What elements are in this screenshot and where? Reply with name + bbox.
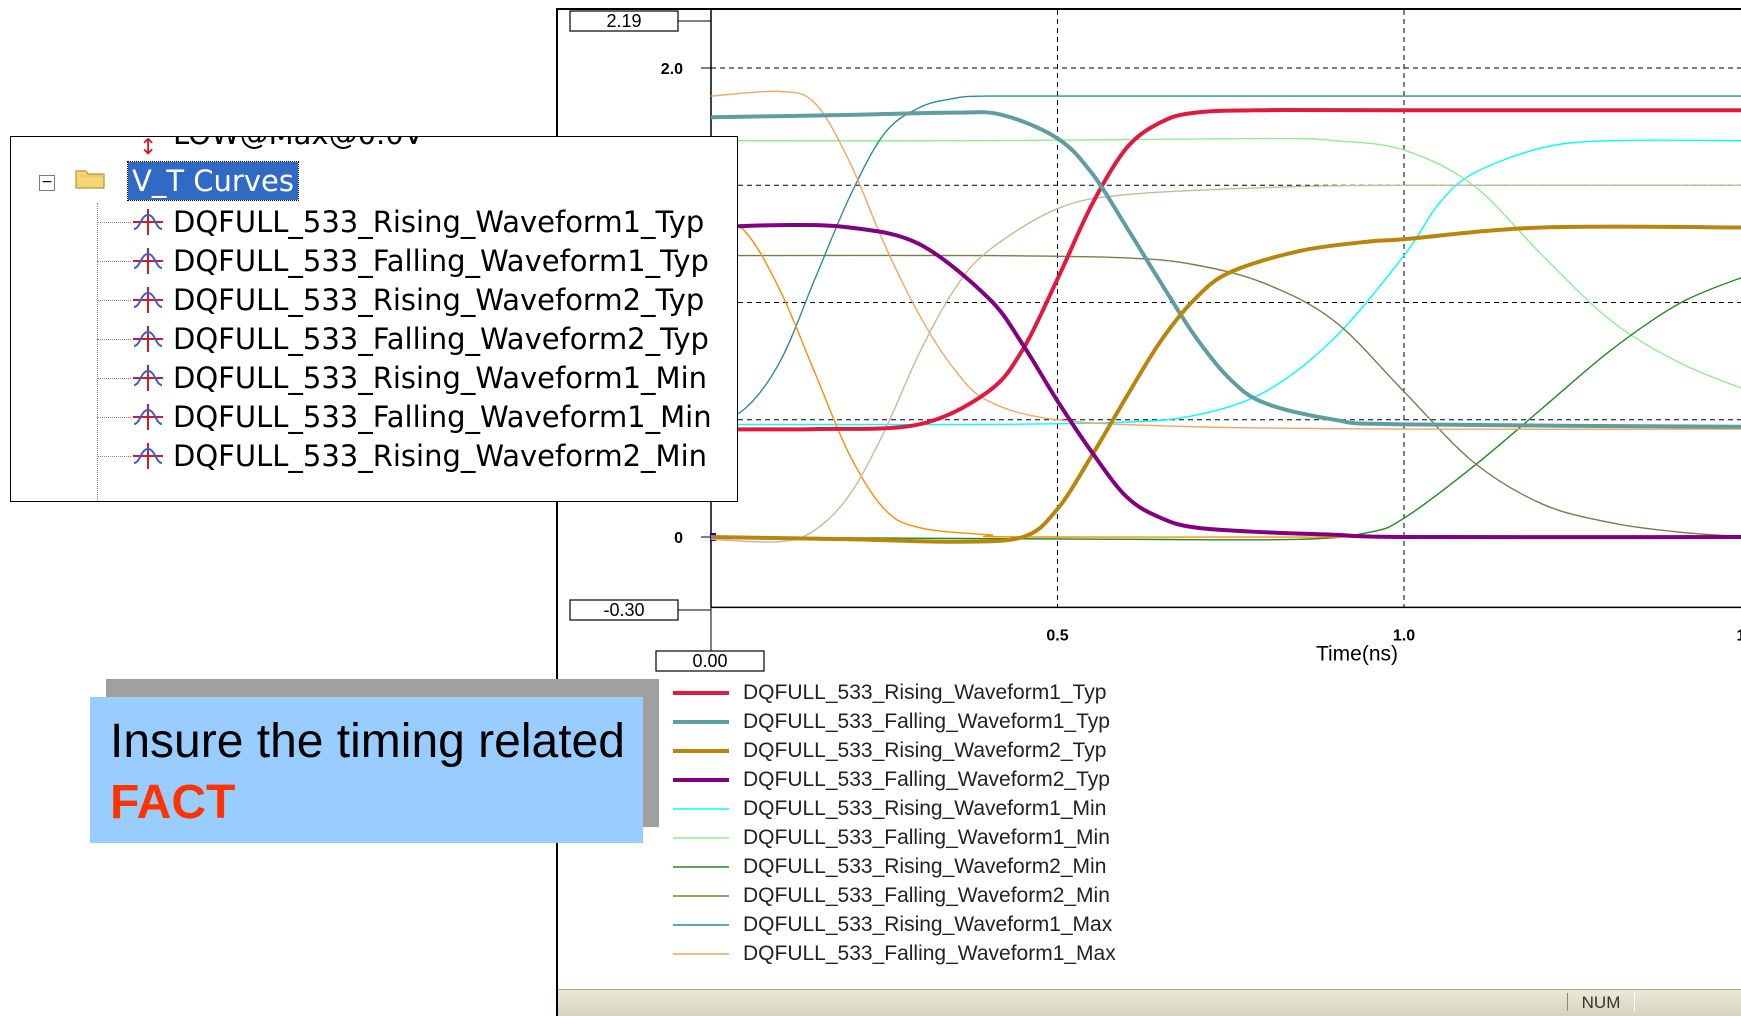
callout-text: Insure the timing related FACT <box>110 711 643 833</box>
tree-dots <box>97 300 131 301</box>
tree-item-label: DQFULL_533_Rising_Waveform1_Min <box>173 361 708 395</box>
folder-icon <box>75 170 105 189</box>
x-tick-label: 0.5 <box>1046 627 1068 644</box>
series-line-dqfull-533-falling-waveform2-typ <box>711 223 1741 540</box>
waveform-icon <box>133 287 163 313</box>
x-tick-label-cut: 1 <box>1737 627 1741 644</box>
waveform-plot-window: 0 2.0 0.5 1.0 1 2.19 -0.30 0.00 Time(ns) DQFULL_5… <box>556 8 1741 1016</box>
callout-box: Insure the timing related FACT <box>90 697 643 843</box>
collapse-toggle-icon[interactable]: − <box>39 175 55 191</box>
model-tree-panel: ↕ LOW@Max@0.0V − V_T Curves DQFULL_533_R… <box>10 136 738 502</box>
legend-label: DQFULL_533_Rising_Waveform1_Min <box>743 797 1106 820</box>
waveform-chart: 0 2.0 0.5 1.0 1 2.19 -0.30 0.00 Time(ns) DQFULL_5… <box>569 10 1741 965</box>
x-tick-label: 1.0 <box>1393 627 1415 644</box>
tree-folder-vt-curves[interactable]: V_T Curves <box>127 161 299 201</box>
tree-item-label: DQFULL_533_Falling_Waveform2_Typ <box>173 322 709 356</box>
tree-dots <box>97 222 131 223</box>
series-line-dqfull-533-falling-waveform1-typ <box>711 110 1741 429</box>
tree-item-label: DQFULL_533_Rising_Waveform2_Typ <box>173 283 705 317</box>
legend-label: DQFULL_533_Falling_Waveform1_Min <box>743 826 1110 849</box>
y-tick-label: 2.0 <box>661 61 683 78</box>
tree-dots <box>97 261 131 262</box>
legend-label: DQFULL_533_Rising_Waveform2_Min <box>743 855 1106 878</box>
y-tick-label: 0 <box>674 530 683 547</box>
series-line-dqfull-533-falling-waveform2-min <box>711 254 1741 538</box>
waveform-icon <box>133 404 163 430</box>
series-line-dqfull-533-rising-waveform2-min <box>711 277 1741 541</box>
series-line-dqfull-533-falling-waveform1-min <box>711 137 1741 389</box>
legend-label: DQFULL_533_Rising_Waveform2_Typ <box>743 739 1106 762</box>
legend-label: DQFULL_533_Falling_Waveform1_Typ <box>743 710 1110 733</box>
tree-item-label: DQFULL_533_Rising_Waveform1_Typ <box>173 205 705 239</box>
x-min-box: 0.00 <box>692 651 727 671</box>
series-line-dqfull-533-rising-waveform1-typ <box>711 108 1741 432</box>
series-line-dqfull-533-falling-waveform1-max <box>711 90 1741 430</box>
series-line-dqfull-533-rising-waveform1-min <box>711 139 1741 426</box>
series-line-dqfull-533-rising-waveform2-typ <box>711 224 1741 544</box>
waveform-icon <box>133 326 163 352</box>
tree-dots <box>97 378 131 379</box>
series-line-unlabeled <box>711 184 1741 543</box>
num-lock-indicator: NUM <box>1567 993 1635 1012</box>
tree-connector-line <box>97 203 98 501</box>
legend-label: DQFULL_533_Falling_Waveform2_Min <box>743 884 1110 907</box>
legend-label: DQFULL_533_Falling_Waveform1_Max <box>743 942 1116 965</box>
tree-dots <box>97 339 131 340</box>
y-min-box: -0.30 <box>603 600 644 620</box>
series-line-dqfull-533-rising-waveform1-max <box>711 95 1741 426</box>
tree-item-label: DQFULL_533_Falling_Waveform1_Typ <box>173 244 709 278</box>
tree-dots <box>97 456 131 457</box>
waveform-icon <box>133 248 163 274</box>
legend-label: DQFULL_533_Rising_Waveform1_Max <box>743 913 1113 936</box>
waveform-icon <box>133 365 163 391</box>
tree-item-label: DQFULL_533_Rising_Waveform2_Min <box>173 439 708 473</box>
callout-plain-text: Insure the timing related <box>110 715 625 768</box>
tree-dots <box>97 417 131 418</box>
waveform-icon <box>133 443 163 469</box>
tree-item-partial[interactable]: LOW@Max@0.0V <box>173 137 424 151</box>
status-bar: NUM <box>558 989 1741 1016</box>
legend-label: DQFULL_533_Rising_Waveform1_Typ <box>743 681 1106 704</box>
x-axis-label: Time(ns) <box>1316 642 1398 665</box>
x-min-box-frame <box>655 650 765 672</box>
series-line-unlabeled <box>711 212 1741 538</box>
waveform-icon: ↕ <box>139 136 158 160</box>
y-max-box: 2.19 <box>606 11 641 31</box>
legend-label: DQFULL_533_Falling_Waveform2_Typ <box>743 768 1110 791</box>
tree-item-label: DQFULL_533_Falling_Waveform1_Min <box>173 400 712 434</box>
waveform-icon <box>133 209 163 235</box>
callout-emphasis-text: FACT <box>110 776 236 829</box>
